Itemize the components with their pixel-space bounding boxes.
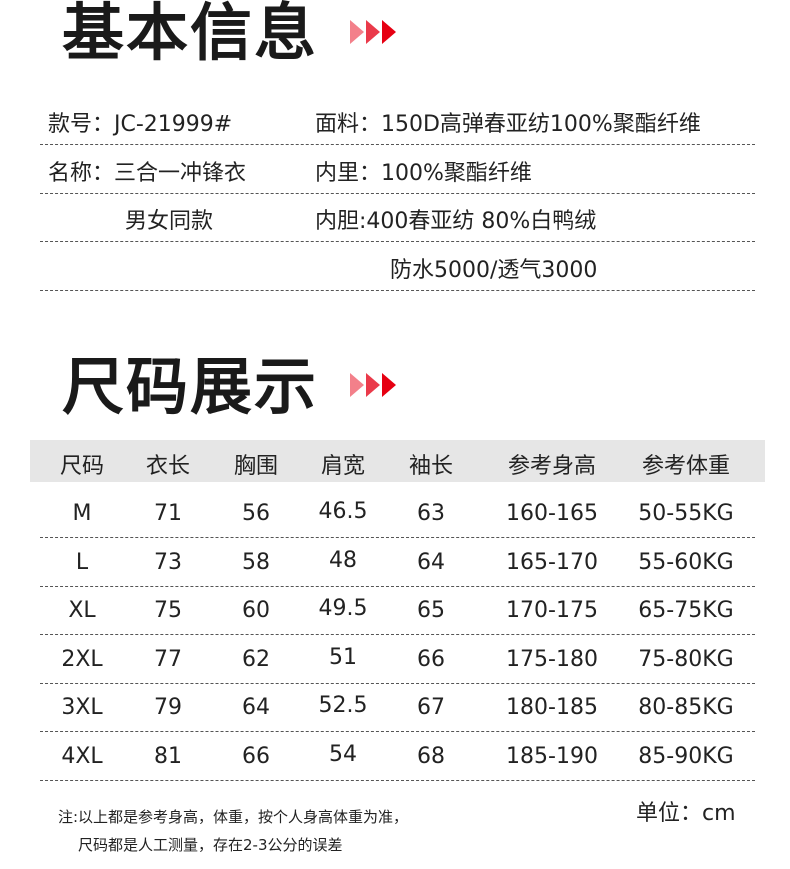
table-cell: 64 [242, 695, 270, 720]
table-cell: 48 [329, 547, 357, 573]
table-cell: 63 [417, 501, 445, 526]
table-cell: 68 [417, 743, 445, 769]
table-cell: 73 [154, 549, 182, 575]
table-row: L 73 58 48 64 165-170 55-60KG [40, 538, 755, 587]
table-cell: 65 [417, 598, 445, 623]
table-cell: 64 [417, 549, 445, 575]
table-cell: 4XL [61, 743, 103, 769]
table-cell: XL [68, 598, 96, 623]
table-cell: 49.5 [318, 596, 368, 621]
table-row: 2XL 77 62 51 66 175-180 75-80KG [40, 635, 755, 684]
table-cell: 52.5 [318, 693, 368, 718]
table-header: 尺码 衣长 胸围 肩宽 袖长 参考身高 参考体重 [30, 440, 765, 482]
table-cell: 185-190 [506, 743, 598, 769]
table-cell: 67 [417, 695, 445, 720]
table-row: 4XL 81 66 54 68 185-190 85-90KG [40, 732, 755, 781]
table-cell: 66 [242, 743, 270, 769]
info-right: 防水5000/透气3000 [390, 258, 598, 283]
arrows-icon [350, 373, 396, 397]
table-cell: 77 [154, 646, 182, 672]
table-cell: L [75, 549, 89, 575]
column-header: 胸围 [233, 454, 279, 479]
table-cell: 54 [329, 741, 357, 767]
info-row: 款号：JC-21999# 面料：150D高弹春亚纺100%聚酯纤维 [40, 96, 755, 145]
column-header: 肩宽 [320, 454, 366, 479]
column-header: 袖长 [408, 454, 454, 479]
table-cell: 46.5 [318, 499, 368, 524]
column-header: 衣长 [145, 454, 191, 479]
table-cell: 79 [154, 695, 182, 720]
note-line-1: 注:以上都是参考身高，体重，按个人身高体重为准， [58, 808, 409, 826]
table-cell: 60 [242, 598, 270, 623]
info-left: 名称：三合一冲锋衣 [48, 161, 247, 186]
table-cell: 75-80KG [638, 646, 734, 672]
table-cell: 3XL [61, 695, 103, 720]
table-cell: 75 [154, 598, 182, 623]
table-cell: 170-175 [506, 598, 598, 623]
info-right: 内胆:400春亚纺 80%白鸭绒 [315, 209, 597, 234]
section-title-basic-info: 基本信息 [62, 0, 319, 69]
table-cell: 180-185 [506, 695, 598, 720]
table-cell: 71 [154, 501, 182, 526]
column-header: 参考身高 [507, 454, 597, 479]
info-row: 名称：三合一冲锋衣 内里：100%聚酯纤维 [40, 145, 755, 194]
unit-label: 单位：cm [636, 801, 736, 826]
table-cell: 2XL [61, 646, 103, 672]
info-right: 面料：150D高弹春亚纺100%聚酯纤维 [315, 112, 701, 137]
info-row: 男女同款 内胆:400春亚纺 80%白鸭绒 [40, 193, 755, 242]
info-row: 防水5000/透气3000 [40, 242, 755, 291]
table-row: XL 75 60 49.5 65 170-175 65-75KG [40, 586, 755, 635]
table-cell: M [72, 501, 92, 526]
table-cell: 58 [242, 549, 270, 575]
table-cell: 51 [329, 644, 357, 670]
table-cell: 62 [242, 646, 270, 672]
info-left: 款号：JC-21999# [48, 112, 233, 137]
table-cell: 81 [154, 743, 182, 769]
info-right: 内里：100%聚酯纤维 [315, 161, 532, 186]
table-cell: 56 [242, 501, 270, 526]
table-row: 3XL 79 64 52.5 67 180-185 80-85KG [40, 683, 755, 732]
table-cell: 85-90KG [638, 743, 734, 769]
arrows-icon [350, 20, 396, 44]
note-line-2: 尺码都是人工测量，存在2-3公分的误差 [78, 836, 343, 854]
table-row: M 71 56 46.5 63 160-165 50-55KG [40, 489, 755, 538]
table-cell: 160-165 [506, 501, 598, 526]
column-header: 尺码 [59, 454, 105, 479]
table-cell: 55-60KG [638, 549, 734, 575]
table-cell: 66 [417, 646, 445, 672]
table-cell: 165-170 [506, 549, 598, 575]
info-left: 男女同款 [125, 209, 214, 234]
table-cell: 175-180 [506, 646, 598, 672]
table-cell: 65-75KG [638, 598, 734, 623]
table-cell: 50-55KG [638, 501, 734, 526]
section-title-size-chart: 尺码展示 [62, 350, 319, 423]
table-cell: 80-85KG [638, 695, 734, 720]
column-header: 参考体重 [641, 454, 731, 479]
